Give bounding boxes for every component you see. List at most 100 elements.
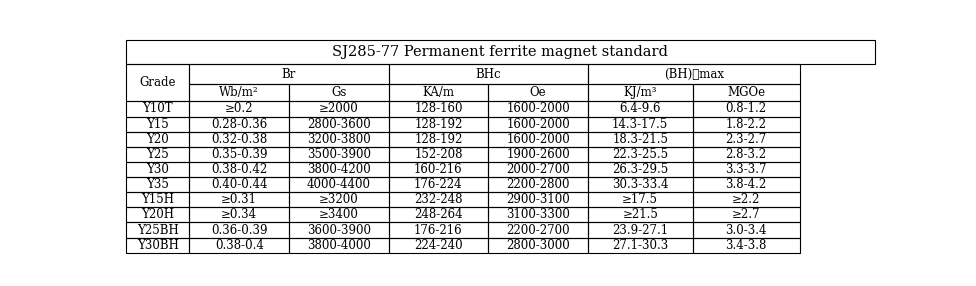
Bar (126, 177, 189, 192)
Bar (289, 101, 388, 116)
Text: Oe: Oe (530, 86, 547, 99)
Bar (289, 147, 388, 162)
Bar (488, 238, 588, 253)
Bar (189, 223, 289, 238)
Bar (488, 101, 588, 116)
Text: 128-192: 128-192 (414, 118, 463, 131)
Bar (588, 223, 693, 238)
Text: Y20H: Y20H (142, 208, 174, 221)
Bar (388, 162, 488, 177)
Text: 232-248: 232-248 (414, 193, 463, 206)
Bar (126, 192, 189, 207)
Text: 30.3-33.4: 30.3-33.4 (612, 178, 669, 191)
Text: 2.3-2.7: 2.3-2.7 (725, 133, 767, 146)
Text: ≥17.5: ≥17.5 (623, 193, 658, 206)
Text: 0.35-0.39: 0.35-0.39 (211, 148, 267, 161)
Text: 14.3-17.5: 14.3-17.5 (612, 118, 669, 131)
Bar (189, 84, 289, 101)
Bar (126, 238, 189, 253)
Bar (588, 162, 693, 177)
Bar (189, 192, 289, 207)
Bar (126, 40, 874, 64)
Text: 3.4-3.8: 3.4-3.8 (725, 239, 767, 252)
Text: ≥0.34: ≥0.34 (222, 208, 258, 221)
Text: 3.8-4.2: 3.8-4.2 (725, 178, 767, 191)
Text: 0.40-0.44: 0.40-0.44 (211, 178, 267, 191)
Bar (289, 177, 388, 192)
Text: Y25: Y25 (146, 148, 169, 161)
Bar (388, 223, 488, 238)
Text: 3800-4000: 3800-4000 (306, 239, 371, 252)
Bar (126, 147, 189, 162)
Bar (693, 84, 799, 101)
Bar (189, 162, 289, 177)
Bar (488, 177, 588, 192)
Text: ≥2000: ≥2000 (319, 102, 359, 116)
Text: 176-224: 176-224 (414, 178, 463, 191)
Text: 1900-2600: 1900-2600 (507, 148, 570, 161)
Text: 128-192: 128-192 (414, 133, 463, 146)
Text: 23.9-27.1: 23.9-27.1 (612, 224, 669, 237)
Bar (693, 238, 799, 253)
Bar (693, 223, 799, 238)
Bar (289, 223, 388, 238)
Text: ≥3400: ≥3400 (319, 208, 359, 221)
Bar (488, 223, 588, 238)
Text: 2000-2700: 2000-2700 (507, 163, 570, 176)
Bar (189, 238, 289, 253)
Bar (289, 162, 388, 177)
Bar (488, 192, 588, 207)
Bar (126, 132, 189, 147)
Bar (588, 207, 693, 223)
Text: Y30BH: Y30BH (137, 239, 179, 252)
Bar (126, 223, 189, 238)
Text: Wb/m²: Wb/m² (220, 86, 259, 99)
Bar (388, 147, 488, 162)
Bar (189, 64, 388, 84)
Text: 0.8-1.2: 0.8-1.2 (725, 102, 767, 116)
Bar (693, 192, 799, 207)
Bar (488, 84, 588, 101)
Bar (289, 132, 388, 147)
Bar (588, 84, 693, 101)
Text: 0.32-0.38: 0.32-0.38 (211, 133, 267, 146)
Bar (289, 116, 388, 132)
Bar (693, 132, 799, 147)
Text: 176-216: 176-216 (414, 224, 463, 237)
Text: MGOe: MGOe (727, 86, 765, 99)
Bar (588, 101, 693, 116)
Bar (588, 238, 693, 253)
Text: 2.8-3.2: 2.8-3.2 (725, 148, 767, 161)
Bar (588, 116, 693, 132)
Text: 2800-3000: 2800-3000 (507, 239, 570, 252)
Text: Y10T: Y10T (142, 102, 173, 116)
Text: Y20: Y20 (146, 133, 169, 146)
Text: 2800-3600: 2800-3600 (306, 118, 371, 131)
Text: 22.3-25.5: 22.3-25.5 (612, 148, 669, 161)
Bar (189, 207, 289, 223)
Text: 1600-2000: 1600-2000 (507, 133, 570, 146)
Bar (388, 177, 488, 192)
Text: 1.8-2.2: 1.8-2.2 (726, 118, 767, 131)
Text: 3800-4200: 3800-4200 (306, 163, 371, 176)
Text: 26.3-29.5: 26.3-29.5 (612, 163, 669, 176)
Bar (126, 101, 189, 116)
Bar (189, 147, 289, 162)
Bar (189, 116, 289, 132)
Bar (388, 192, 488, 207)
Bar (388, 64, 588, 84)
Text: 3100-3300: 3100-3300 (507, 208, 570, 221)
Bar (388, 116, 488, 132)
Text: 2900-3100: 2900-3100 (507, 193, 570, 206)
Bar (189, 101, 289, 116)
Bar (693, 147, 799, 162)
Bar (289, 238, 388, 253)
Bar (388, 207, 488, 223)
Text: Y35: Y35 (146, 178, 169, 191)
Bar (693, 177, 799, 192)
Bar (488, 132, 588, 147)
Bar (693, 162, 799, 177)
Text: 0.38-0.42: 0.38-0.42 (211, 163, 267, 176)
Text: 1600-2000: 1600-2000 (507, 118, 570, 131)
Text: 27.1-30.3: 27.1-30.3 (612, 239, 669, 252)
